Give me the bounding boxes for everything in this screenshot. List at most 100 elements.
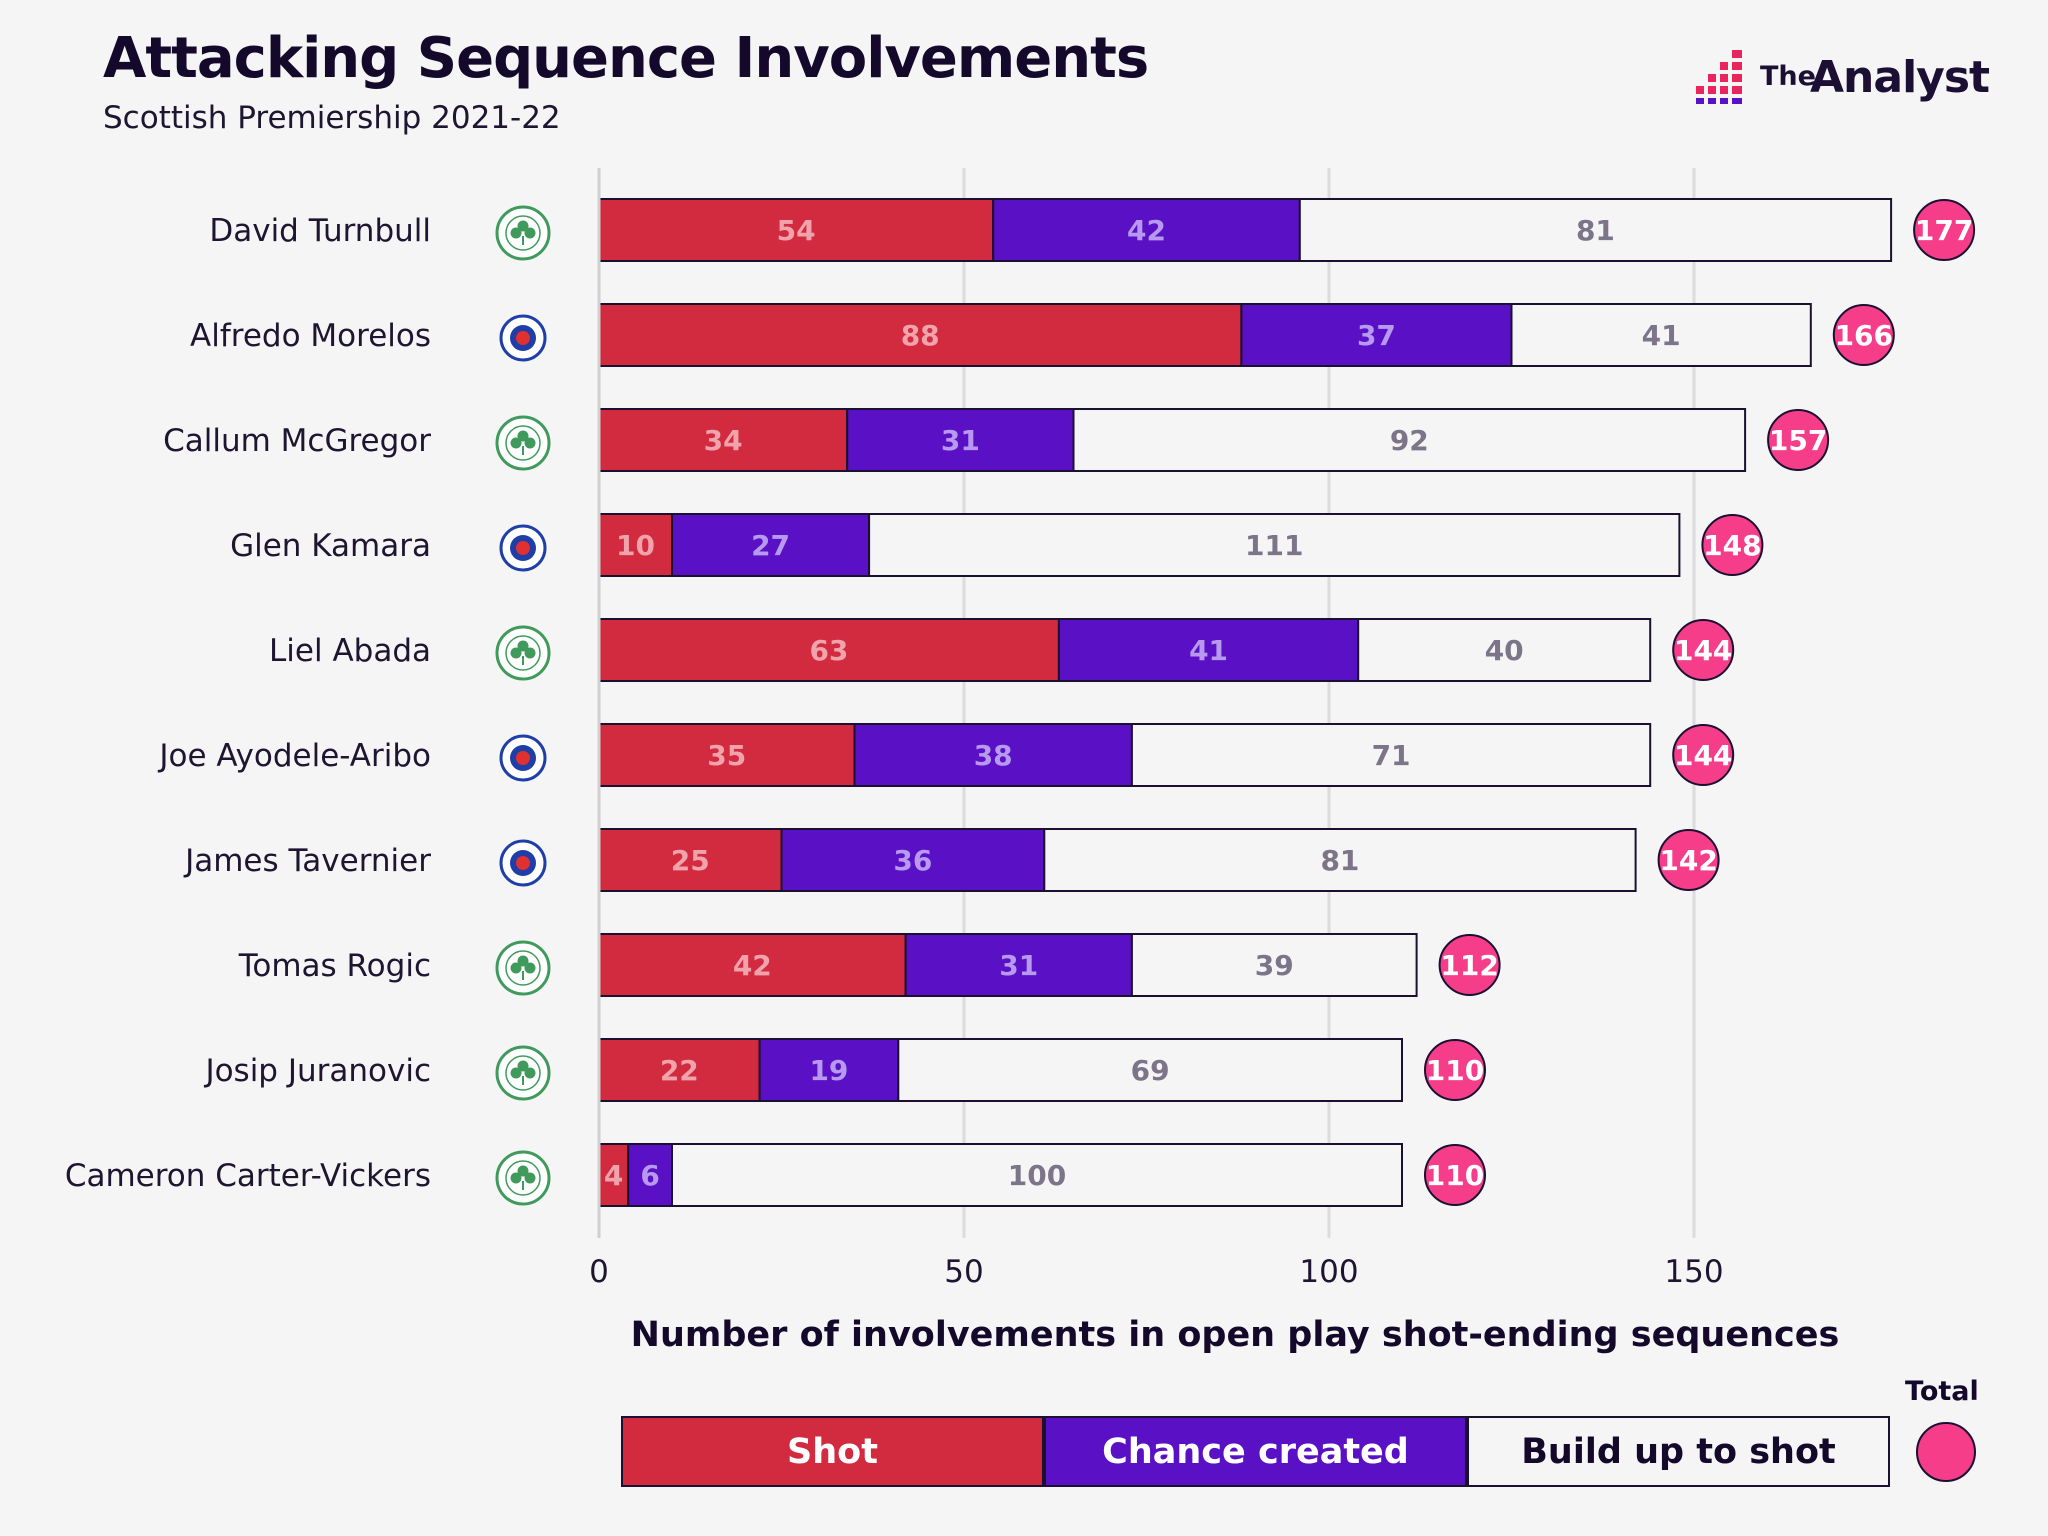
segment-value-label: 36 <box>893 844 932 877</box>
segment-value-label: 41 <box>1642 319 1681 352</box>
clover-leaf <box>517 430 529 442</box>
total-value-label: 148 <box>1703 529 1761 562</box>
legend-build-up-to-shot: Build up to shot <box>1467 1416 1890 1487</box>
buildup-segment <box>1357 618 1652 682</box>
chance-segment <box>758 1038 900 1102</box>
chance-segment <box>992 198 1301 262</box>
segment-value-label: 42 <box>1127 214 1166 247</box>
segment-value-label: 27 <box>751 529 790 562</box>
segment-value-label: 34 <box>704 424 743 457</box>
clover-stem <box>522 236 524 245</box>
total-circle <box>1657 829 1720 891</box>
badge-lion <box>516 541 530 555</box>
celtic-badge-icon <box>495 940 551 996</box>
clover-leaf <box>510 1172 522 1184</box>
player-name: Alfredo Morelos <box>190 318 431 354</box>
segment-value-label: 4 <box>604 1159 623 1192</box>
rangers-badge-icon <box>499 314 547 362</box>
buildup-segment <box>1130 723 1652 787</box>
player-name: Liel Abada <box>269 633 431 669</box>
shot-segment <box>598 408 849 472</box>
clover-leaf <box>517 1060 529 1072</box>
x-tick-label: 150 <box>1664 1254 1723 1290</box>
x-tick-label: 100 <box>1299 1254 1358 1290</box>
legend-chance-created: Chance created <box>1044 1416 1467 1487</box>
x-tick-label: 0 <box>589 1254 609 1290</box>
segment-value-label: 81 <box>1320 844 1359 877</box>
player-name: Josip Juranovic <box>203 1053 431 1089</box>
chart-subtitle: Scottish Premiership 2021-22 <box>103 100 561 136</box>
clover-stem <box>522 656 524 665</box>
badge-ring <box>495 205 551 261</box>
legend: Shot Chance created Build up to shot <box>621 1416 1895 1489</box>
player-name: Glen Kamara <box>230 528 431 564</box>
buildup-segment <box>1298 198 1893 262</box>
buildup-segment <box>868 513 1681 577</box>
segment-value-label: 40 <box>1485 634 1524 667</box>
celtic-badge-icon <box>495 1045 551 1101</box>
x-axis-title: Number of involvements in open play shot… <box>630 1315 1840 1355</box>
clover-leaf <box>524 437 536 449</box>
player-name: Tomas Rogic <box>238 948 431 984</box>
brand-logo: The Analyst <box>1690 50 2010 110</box>
rangers-badge-icon <box>499 839 547 887</box>
brand-the-text: The <box>1760 61 1816 92</box>
player-name: Callum McGregor <box>163 423 431 459</box>
player-name: Joe Ayodele-Aribo <box>157 738 431 774</box>
segment-value-label: 100 <box>1008 1159 1066 1192</box>
segment-value-label: 81 <box>1576 214 1615 247</box>
total-circle <box>1672 619 1735 681</box>
segment-value-label: 39 <box>1255 949 1294 982</box>
segment-value-label: 31 <box>941 424 980 457</box>
celtic-badge-icon <box>495 205 551 261</box>
shot-segment <box>598 618 1060 682</box>
segment-value-label: 6 <box>640 1159 659 1192</box>
shot-segment <box>598 933 907 997</box>
clover-stem <box>522 1076 524 1085</box>
total-circle <box>1424 1144 1486 1206</box>
clover-leaf <box>524 1067 536 1079</box>
clover-leaf <box>524 227 536 239</box>
total-value-label: 110 <box>1426 1159 1484 1192</box>
clover-leaf <box>524 962 536 974</box>
total-value-label: 166 <box>1835 319 1893 352</box>
segment-value-label: 69 <box>1131 1054 1170 1087</box>
segment-value-label: 71 <box>1372 739 1411 772</box>
clover-leaf <box>517 220 529 232</box>
badge-lion <box>516 751 530 765</box>
total-circle <box>1832 304 1895 366</box>
x-tick-label: 50 <box>944 1254 983 1290</box>
brand-analyst-text: Analyst <box>1810 52 1990 103</box>
clover-leaf <box>510 962 522 974</box>
segment-value-label: 19 <box>809 1054 848 1087</box>
chance-segment <box>846 408 1075 472</box>
segment-value-label: 92 <box>1390 424 1429 457</box>
buildup-segment <box>1130 933 1418 997</box>
segment-value-label: 35 <box>707 739 746 772</box>
buildup-segment <box>897 1038 1403 1102</box>
total-value-label: 144 <box>1674 634 1732 667</box>
segment-value-label: 111 <box>1245 529 1303 562</box>
badge-ring <box>495 940 551 996</box>
badge-inner-ring <box>505 215 541 251</box>
chance-segment <box>780 828 1046 892</box>
celtic-badge-icon <box>495 625 551 681</box>
shot-segment <box>598 198 995 262</box>
buildup-segment <box>671 1143 1403 1207</box>
total-value-label: 112 <box>1440 949 1498 982</box>
player-name: David Turnbull <box>209 213 431 249</box>
clover-leaf <box>510 437 522 449</box>
segment-value-label: 38 <box>974 739 1013 772</box>
clover-leaf <box>517 955 529 967</box>
clover-leaf <box>517 640 529 652</box>
total-value-label: 144 <box>1674 739 1732 772</box>
badge-ring <box>495 1045 551 1101</box>
total-value-label: 142 <box>1659 844 1717 877</box>
clover-leaf <box>510 227 522 239</box>
clover-leaf <box>510 647 522 659</box>
rangers-badge-icon <box>499 734 547 782</box>
celtic-badge-icon <box>495 415 551 471</box>
badge-inner-ring <box>505 1160 541 1196</box>
celtic-badge-icon <box>495 1150 551 1206</box>
rangers-badge-icon <box>499 524 547 572</box>
